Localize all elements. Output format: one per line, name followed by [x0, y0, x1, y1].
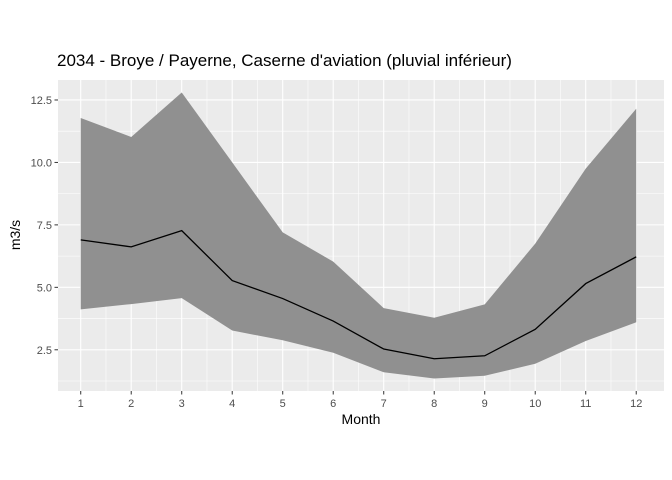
x-tick-label: 1 — [78, 398, 84, 410]
data-point — [129, 245, 133, 249]
data-point — [281, 297, 285, 301]
x-tick-label: 3 — [179, 398, 185, 410]
x-tick-label: 2 — [128, 398, 134, 410]
x-tick-label: 10 — [529, 398, 541, 410]
y-tick-label: 5.0 — [37, 282, 52, 294]
data-point — [79, 238, 83, 242]
series-line — [80, 229, 637, 360]
y-tick-label: 7.5 — [37, 220, 52, 232]
x-tick-label: 4 — [229, 398, 235, 410]
x-tick-label: 5 — [280, 398, 286, 410]
y-tick-label: 12.5 — [31, 95, 52, 107]
y-tick-label: 10.0 — [31, 157, 52, 169]
x-tick-label: 6 — [330, 398, 336, 410]
x-tick-label: 7 — [381, 398, 387, 410]
x-tick-label: 12 — [630, 398, 642, 410]
x-tick-label: 11 — [580, 398, 591, 410]
uncertainty-band — [80, 92, 637, 379]
data-point — [331, 319, 335, 323]
x-axis-title: Month — [342, 411, 381, 427]
y-axis-title: m3/s — [7, 220, 23, 250]
x-tick-label: 8 — [431, 398, 437, 410]
y-axis-ticks: 2.5 5.0 7.5 10.0 12.5 — [31, 95, 58, 357]
y-tick-label: 2.5 — [37, 345, 52, 357]
data-point — [483, 354, 487, 358]
data-point — [230, 279, 234, 283]
data-point — [533, 327, 537, 331]
data-point — [180, 229, 184, 233]
data-point — [382, 347, 386, 351]
chart-title: 2034 - Broye / Payerne, Caserne d'aviati… — [57, 51, 512, 70]
data-point — [584, 282, 588, 286]
x-tick-label: 9 — [482, 398, 488, 410]
data-point — [432, 357, 436, 361]
data-point — [634, 255, 638, 259]
x-axis-ticks: 1 2 3 4 5 6 7 8 9 10 11 12 — [78, 391, 642, 410]
